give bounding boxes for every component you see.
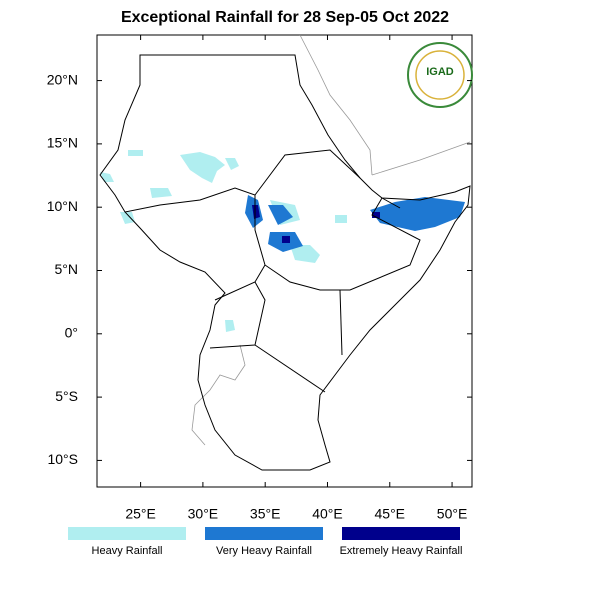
background-borders [191,34,471,446]
x-tick-label: 45°E [375,506,406,522]
y-tick-label: 20°N [47,71,78,87]
legend-swatch [68,527,186,540]
title: Exceptional Rainfall for 28 Sep-05 Oct 2… [121,9,449,26]
x-tick-label: 40°E [312,506,343,522]
country-borders [99,54,471,471]
axis-ticks: 25°E 30°E 35°E 40°E 45°E 50°E 20°N 15°N 10°N 5°N 0… [47,35,472,522]
y-tick-label: 15°N [47,135,78,151]
y-tick-label: 5°S [55,388,78,404]
legend-swatch [342,527,460,540]
legend-swatch [205,527,323,540]
x-tick-label: 30°E [188,506,219,522]
x-tick-label: 25°E [125,506,156,522]
legend-label: Heavy Rainfall [92,545,163,557]
legend-label: Very Heavy Rainfall [216,545,312,557]
y-tick-label: 5°N [55,261,79,277]
map-frame [96,34,473,488]
y-tick-label: 0° [65,325,78,341]
logo-text: IGAD [426,66,454,78]
y-tick-label: 10°S [47,451,78,467]
x-tick-label: 50°E [437,506,468,522]
legend-label: Extremely Heavy Rainfall [340,545,463,557]
y-tick-label: 10°N [47,198,78,214]
legend: Heavy Rainfall Very Heavy Rainfall Extreme… [68,527,462,557]
logo: IGAD [407,42,473,108]
rainfall-areas [100,150,465,332]
x-tick-label: 35°E [250,506,281,522]
